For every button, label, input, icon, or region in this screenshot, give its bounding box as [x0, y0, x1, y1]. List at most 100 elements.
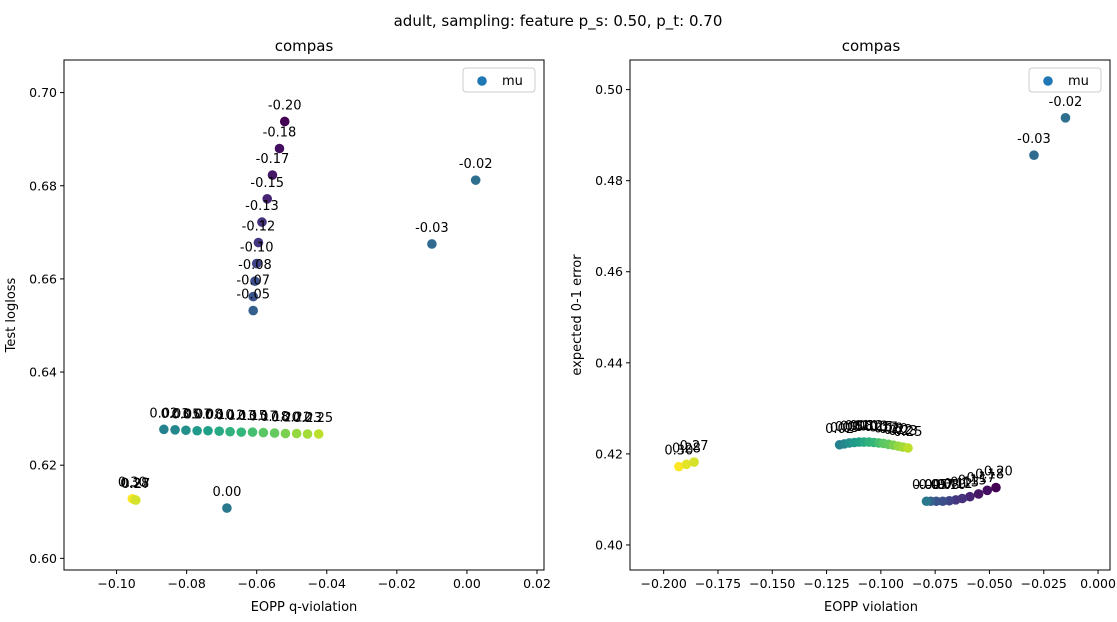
left-chart-title: compas: [275, 37, 334, 55]
left-chart-point: [203, 425, 213, 436]
left-chart-point: [262, 193, 273, 204]
right-chart-marks: -0.02 -0.03 -0.20-0.18-0.17-0.15-0.13-0.12…: [664, 95, 1083, 507]
left-chart-point-label: 0.28: [120, 477, 149, 492]
left-chart-point: [170, 425, 180, 435]
left-chart-point-label: 0.18: [260, 410, 289, 425]
right-chart-point-label: 0.12: [854, 419, 883, 434]
right-chart-point-label: 0.17: [869, 420, 898, 435]
right-chart-x-tick-label: 0.000: [1080, 576, 1116, 591]
left-chart-point-label: -0.05: [236, 288, 270, 303]
left-chart-point: [247, 427, 258, 437]
right-chart-point-label: -0.20: [979, 465, 1013, 480]
right-chart-x-tick-label: −0.200: [641, 576, 687, 591]
right-chart-point-label: 0.15: [864, 420, 893, 435]
right-chart-y-axis-label: expected 0-1 error: [570, 254, 585, 376]
right-chart-point-label: 0.30: [664, 444, 693, 459]
right-chart-point: [903, 443, 913, 453]
right-chart-point: [689, 457, 699, 467]
right-chart-point-label: -0.08: [926, 478, 960, 493]
left-chart-point: [250, 276, 260, 287]
right-chart-point-label: -0.02: [1049, 95, 1083, 110]
left-chart-point-label: 0.03: [161, 407, 190, 422]
right-chart-y-tick-label: 0.50: [595, 82, 623, 97]
left-chart-y-tick-label: 0.62: [29, 458, 57, 473]
left-chart-y-tick-label: 0.70: [29, 85, 57, 100]
left-chart-point-label: 0.30: [118, 476, 147, 491]
right-chart-point-label: -0.10: [932, 478, 966, 493]
right-chart-point-label: 0.08: [845, 419, 874, 434]
right-chart-y-tick-label: 0.40: [595, 537, 623, 552]
left-chart-y-tick-label: 0.68: [29, 178, 57, 193]
left-chart-point: [267, 170, 278, 180]
left-chart-x-tick-label: −0.10: [97, 576, 135, 591]
left-chart-point: [253, 237, 264, 248]
left-chart-point-label: -0.20: [268, 98, 302, 113]
left-chart-marks: -0.20 -0.18 -0.17 -0.15 -0.13 -0.12 -0.10 -0.08…: [118, 98, 492, 513]
right-chart-point-label: 0.22: [884, 423, 913, 438]
left-chart-point: [214, 426, 225, 437]
left-chart-legend-marker: [477, 76, 487, 86]
left-chart-point-label: 0.17: [249, 410, 278, 425]
right-chart-frame: [629, 59, 1111, 571]
right-chart-point-label: 0.00: [912, 478, 941, 493]
right-chart-legend: mu: [1028, 67, 1102, 93]
figure-suptitle: adult, sampling: feature p_s: 0.50, p_t:…: [394, 12, 723, 31]
left-chart-point: [258, 427, 269, 438]
right-chart-x-tick-label: −0.150: [749, 576, 795, 591]
left-chart-x-tick-label: 0.02: [523, 576, 551, 591]
right-chart-x-axis-label: EOPP violation: [824, 600, 918, 615]
left-chart-point-label: 0.12: [216, 409, 245, 424]
right-chart-legend-label: mu: [1068, 74, 1089, 89]
left-chart-y-tick-label: 0.64: [29, 365, 57, 380]
right-chart-point: [982, 485, 993, 496]
right-chart-legend-box: [1028, 67, 1102, 93]
left-chart-point-label: 0.07: [183, 408, 212, 423]
right-chart-point-label: 0.07: [840, 420, 869, 435]
left-chart-x-tick-label: −0.04: [308, 576, 346, 591]
right-chart-legend-marker: [1043, 76, 1053, 86]
right-chart-y-tick-label: 0.42: [595, 446, 623, 461]
right-chart-axes: −0.200 −0.175 −0.150 −0.125 −0.100 −0.075 −0.0…: [595, 59, 1116, 591]
left-chart-point: [236, 427, 247, 437]
left-chart-x-axis-label: EOPP q-violation: [251, 600, 358, 615]
right-chart-title: compas: [842, 37, 901, 55]
left-chart-point-label: -0.17: [256, 152, 290, 167]
right-chart-y-tick-label: 0.46: [595, 264, 623, 279]
right-chart-point-label: 0.02: [825, 422, 854, 437]
right-chart-x-tick-label: −0.175: [695, 576, 741, 591]
right-chart-point: [921, 496, 932, 507]
right-chart-x-tick-label: −0.050: [966, 576, 1012, 591]
left-chart-x-tick-label: −0.08: [167, 576, 205, 591]
right-chart-point-label: -0.18: [970, 467, 1004, 482]
right-chart-x-tick-label: −0.100: [858, 576, 904, 591]
left-chart-y-tick-label: 0.60: [29, 551, 57, 566]
left-chart-point: [192, 425, 202, 436]
left-chart-point-label: 0.25: [304, 411, 333, 426]
left-chart-point: [131, 495, 141, 505]
right-chart-y-tick-label: 0.44: [595, 355, 623, 370]
left-chart-point: [470, 175, 481, 185]
left-chart-point-label: 0.10: [205, 408, 234, 423]
right-chart: compas -0.02-0.03-0.20-0.18-0.17-0.15-0.…: [570, 37, 1116, 615]
left-chart-point-label: -0.12: [242, 220, 276, 235]
left-chart-point-label: -0.08: [238, 258, 272, 273]
right-chart-point-label: 0.23: [889, 424, 918, 439]
left-chart-point-label: 0.23: [293, 411, 322, 426]
right-chart-point-label: 0.03: [830, 421, 859, 436]
left-chart-point: [251, 258, 262, 269]
right-chart-point-label: 0.25: [894, 425, 923, 440]
left-chart-point: [159, 424, 169, 435]
left-chart-legend-label: mu: [502, 74, 523, 89]
right-chart-point-label: -0.15: [953, 474, 987, 489]
left-chart-point-label: 0.27: [121, 477, 150, 492]
right-chart-point-label: 0.20: [879, 422, 908, 437]
left-chart-point: [427, 239, 437, 249]
left-chart-point: [181, 425, 191, 436]
right-chart-point: [674, 461, 684, 472]
left-chart-point-label: 0.02: [149, 406, 178, 421]
left-chart-point: [274, 143, 285, 154]
left-chart-point: [302, 429, 313, 439]
left-chart-point-label: -0.13: [245, 199, 279, 214]
right-chart-point-label: -0.07: [919, 478, 953, 493]
